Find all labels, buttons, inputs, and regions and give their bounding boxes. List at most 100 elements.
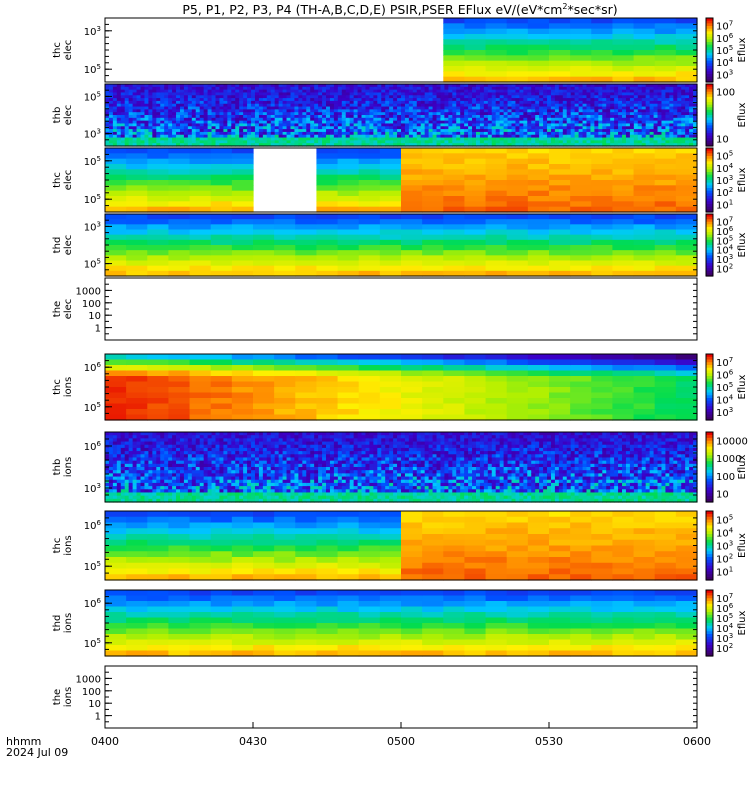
- heatmap-cell: [677, 84, 682, 88]
- heatmap-cell: [602, 123, 607, 127]
- heatmap-cell: [286, 106, 292, 110]
- heatmap-cell: [519, 143, 524, 147]
- heatmap-cell: [116, 460, 122, 465]
- heatmap-cell: [266, 98, 272, 102]
- heatmap-cell: [262, 137, 268, 141]
- heatmap-cell: [673, 109, 678, 113]
- colorbar-tick-label: 104: [716, 56, 734, 69]
- heatmap-cell: [286, 129, 292, 133]
- heatmap-cell: [633, 140, 639, 144]
- heatmap-cell: [290, 129, 296, 133]
- heatmap-cell: [187, 137, 193, 141]
- heatmap-cell: [112, 143, 118, 147]
- heatmap-cell: [495, 134, 501, 139]
- colorbar-label: Eflux: [737, 102, 748, 127]
- heatmap-cell: [475, 98, 481, 102]
- heatmap-cell: [452, 137, 457, 141]
- heatmap-cell: [499, 131, 505, 136]
- heatmap-cell: [618, 100, 623, 105]
- heatmap-cell: [562, 115, 568, 119]
- heatmap-cell: [302, 129, 307, 133]
- heatmap-cell: [105, 153, 127, 160]
- heatmap-cell: [428, 86, 434, 91]
- heatmap-cell: [147, 164, 170, 170]
- heatmap-cell: [456, 143, 461, 147]
- heatmap-cell: [189, 206, 212, 213]
- heatmap-cell: [126, 392, 148, 399]
- heatmap-cell: [318, 84, 323, 88]
- heatmap-cell: [629, 112, 635, 116]
- heatmap-cell: [408, 134, 414, 139]
- heatmap-cell: [436, 95, 442, 99]
- heatmap-cell: [210, 387, 233, 394]
- heatmap-cell: [511, 84, 517, 88]
- heatmap-cell: [523, 86, 528, 91]
- heatmap-cell: [578, 92, 584, 96]
- heatmap-cell: [606, 98, 611, 102]
- heatmap-cell: [116, 447, 122, 452]
- heatmap-cell: [422, 392, 444, 399]
- heatmap-cell: [582, 109, 588, 113]
- heatmap-cell: [657, 126, 663, 130]
- heatmap-cell: [422, 234, 444, 241]
- heatmap-cell: [578, 126, 584, 130]
- heatmap-cell: [487, 109, 493, 113]
- heatmap-cell: [594, 86, 599, 91]
- heatmap-cell: [126, 169, 148, 176]
- heatmap-cell: [105, 441, 110, 446]
- heatmap-cell: [231, 120, 236, 125]
- heatmap-cell: [199, 126, 205, 130]
- heatmap-cell: [282, 92, 288, 96]
- heatmap-cell: [495, 109, 501, 113]
- heatmap-cell: [278, 131, 284, 136]
- heatmap-cell: [147, 359, 170, 366]
- heatmap-cell: [629, 137, 635, 141]
- heatmap-cell: [401, 126, 406, 130]
- heatmap-cell: [144, 463, 150, 468]
- heatmap-cell: [582, 89, 588, 94]
- heatmap-cell: [345, 129, 351, 133]
- heatmap-cell: [316, 359, 339, 366]
- heatmap-cell: [590, 106, 595, 110]
- heatmap-cell: [152, 92, 157, 96]
- heatmap-cell: [539, 100, 544, 105]
- heatmap-cell: [227, 123, 232, 127]
- heatmap-cell: [574, 120, 580, 125]
- heatmap-cell: [270, 112, 276, 116]
- heatmap-cell: [460, 109, 465, 113]
- heatmap-cell: [397, 131, 402, 136]
- heatmap-cell: [164, 134, 169, 139]
- heatmap-cell: [543, 129, 548, 133]
- heatmap-cell: [168, 387, 191, 394]
- heatmap-cell: [614, 95, 619, 99]
- heatmap-cell: [189, 409, 212, 416]
- heatmap-cell: [428, 123, 434, 127]
- heatmap-cell: [654, 169, 677, 176]
- heatmap-cell: [645, 131, 651, 136]
- heatmap-cell: [254, 95, 260, 99]
- heatmap-cell: [653, 129, 659, 133]
- heatmap-cell: [239, 84, 244, 88]
- heatmap-cell: [475, 109, 481, 113]
- heatmap-cell: [401, 92, 406, 96]
- heatmap-cell: [341, 140, 347, 144]
- heatmap-cell: [164, 131, 169, 136]
- heatmap-cell: [251, 123, 256, 127]
- heatmap-cell: [422, 376, 444, 383]
- heatmap-cell: [506, 260, 529, 267]
- heatmap-cell: [495, 84, 501, 88]
- heatmap-cell: [654, 23, 677, 30]
- heatmap-cell: [251, 103, 256, 108]
- heatmap-cell: [337, 255, 360, 262]
- heatmap-cell: [274, 112, 280, 116]
- heatmap-cell: [140, 89, 146, 94]
- heatmap-cell: [622, 100, 627, 105]
- heatmap-cell: [422, 224, 444, 231]
- heatmap-cell: [506, 370, 529, 377]
- heatmap-cell: [527, 206, 550, 213]
- heatmap-cell: [485, 239, 508, 246]
- heatmap-cell: [358, 201, 381, 208]
- heatmap-cell: [105, 103, 110, 108]
- heatmap-cell: [262, 100, 268, 105]
